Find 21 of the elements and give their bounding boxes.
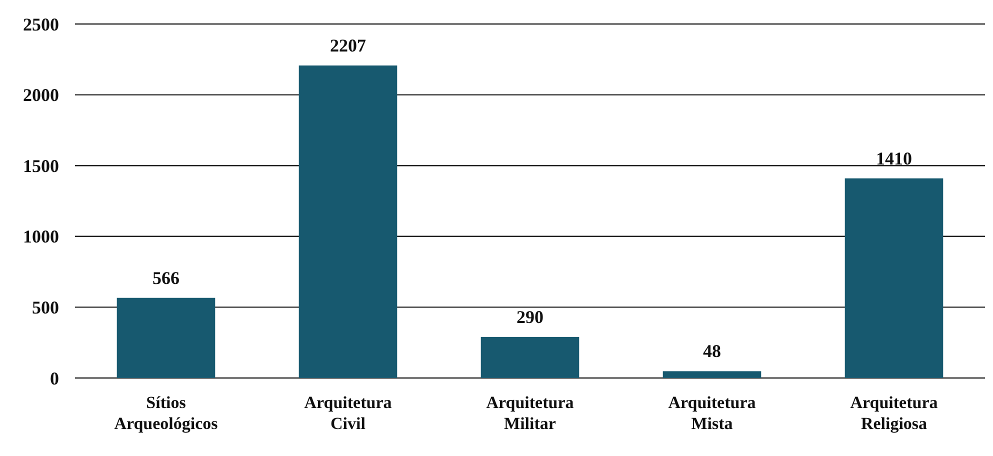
- y-tick-label: 2000: [23, 85, 59, 106]
- bar: [844, 178, 944, 378]
- data-label: 566: [152, 268, 180, 288]
- data-label: 290: [516, 306, 544, 327]
- data-label: 48: [703, 341, 721, 362]
- data-label: 1410: [876, 148, 912, 168]
- data-label: 2207: [330, 35, 366, 56]
- x-tick-label: Arquitetura Religiosa: [850, 393, 938, 433]
- x-tick-label: Arquitetura Mista: [668, 393, 756, 433]
- bar: [662, 371, 762, 378]
- y-tick-label: 2500: [23, 14, 59, 34]
- bar: [298, 65, 398, 378]
- y-tick-label: 0: [50, 368, 59, 388]
- y-tick-label: 1500: [23, 156, 59, 176]
- bar: [480, 336, 580, 378]
- bar: [116, 298, 216, 378]
- x-tick-label: Sítios Arqueológicos: [114, 393, 218, 433]
- x-tick-label: Arquitetura Civil: [304, 393, 392, 433]
- x-tick-label: Arquitetura Militar: [486, 393, 574, 433]
- y-tick-label: 1000: [23, 226, 59, 247]
- y-tick-label: 500: [32, 298, 59, 318]
